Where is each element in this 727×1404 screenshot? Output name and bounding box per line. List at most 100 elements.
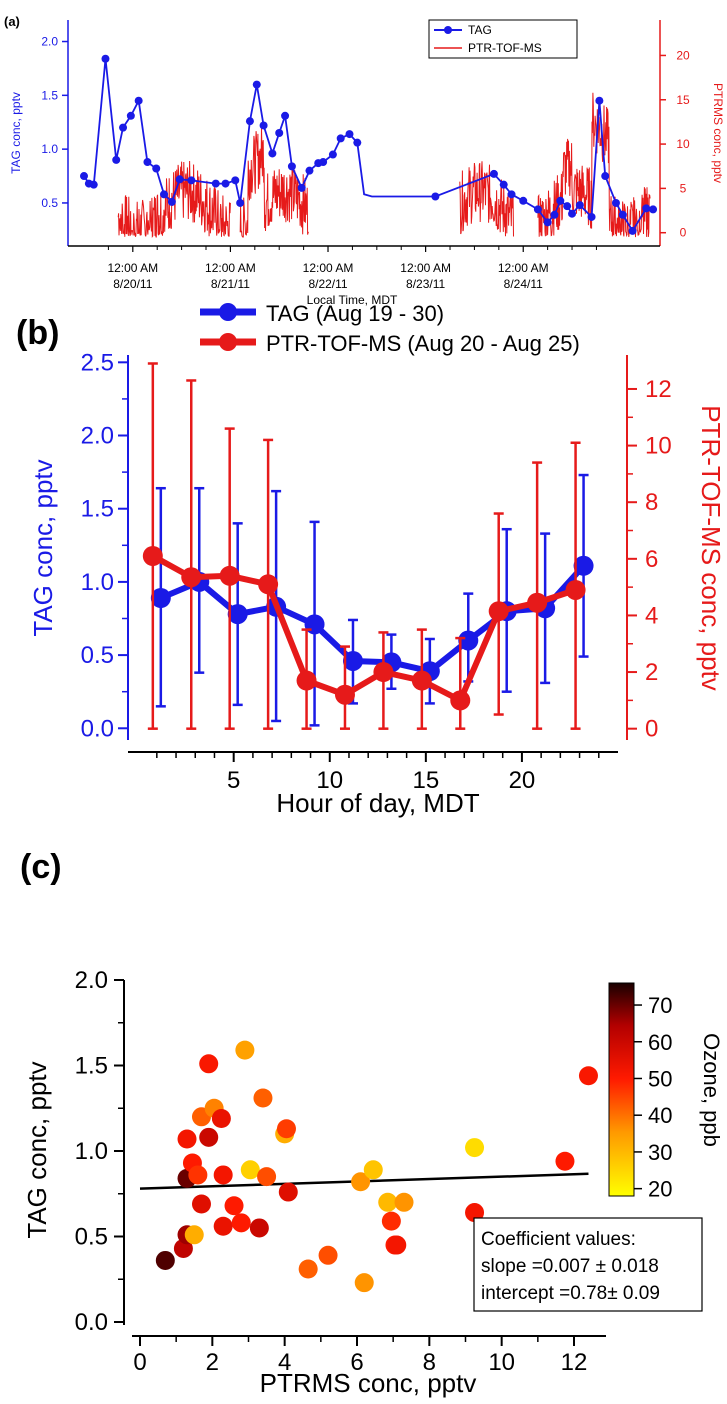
panel-c-point [240, 1160, 260, 1180]
panel-b-x-tick-label: 5 [227, 767, 240, 794]
panel-a-ylabel-right: PTRMS conc, pptv [711, 83, 725, 183]
panel-a-x-tick-time: 12:00 AM [498, 261, 549, 275]
panel-a-tag-marker [236, 198, 245, 207]
panel-a-tag-marker [89, 180, 98, 189]
panel-b-tag-marker [458, 630, 479, 651]
panel-c-colorbar-ticks: 20 30 40 50 60 70 [634, 993, 672, 1202]
panel-c-point [253, 1088, 273, 1108]
panel-a-tag-marker [252, 80, 261, 89]
panel-a-tag-marker [143, 158, 152, 167]
panel-c-point [465, 1203, 485, 1223]
panel-c-x-tick-label: 12 [561, 1349, 588, 1376]
panel-a-right-tick-label: 20 [676, 48, 690, 62]
panel-a-x-tick-date: 8/20/11 [113, 277, 152, 291]
panel-a-tag-marker [80, 172, 88, 181]
panel-a-tag-marker [489, 169, 498, 178]
panel-c-point [211, 1109, 231, 1129]
panel-a-tag-marker [507, 190, 516, 199]
panel-b-ptr-marker [565, 579, 586, 600]
panel-b-ptr-marker [296, 670, 317, 691]
panel-a-ylabel-left: TAG conc, pptv [9, 92, 23, 174]
panel-b-tag-series [150, 473, 594, 727]
panel-c-x-tick-label: 0 [133, 1349, 146, 1376]
panel-a-tag-marker [259, 121, 268, 130]
panel-a-x-tick-time: 12:00 AM [107, 261, 158, 275]
panel-a-left-tick-label: 1.0 [41, 142, 58, 156]
panel-a-ptr-trace [117, 160, 231, 238]
panel-b-ylabel-left: TAG conc, pptv [28, 459, 58, 636]
panel-a-tag-marker [268, 149, 277, 158]
panel-b-tag-marker [227, 604, 248, 625]
panel-a-tag-marker [563, 202, 572, 211]
panel-a-tag-marker [336, 134, 345, 143]
panel-b-left-tick-label: 1.0 [81, 569, 114, 596]
panel-a-x-tick-time: 12:00 AM [400, 261, 451, 275]
panel-c-point [213, 1165, 233, 1185]
panel-c-point [257, 1167, 277, 1187]
panel-a-tag-marker [187, 176, 196, 185]
panel-a-tag-marker [297, 183, 306, 192]
panel-c-y-tick-label: 1.5 [75, 1053, 108, 1080]
panel-c-point [465, 1138, 485, 1158]
panel-c-x-tick-label: 4 [278, 1349, 291, 1376]
panel-c-point [351, 1172, 371, 1192]
panel-c-x-tick-label: 6 [350, 1349, 363, 1376]
panel-a-tag-marker [519, 196, 528, 205]
panel-a-right-tick-label: 10 [676, 137, 690, 151]
panel-a-x-tick-time: 12:00 AM [205, 261, 256, 275]
panel-a-tag-marker [134, 96, 143, 105]
panel-b-right-tick-label: 12 [645, 376, 672, 403]
panel-a: (a) 0.5 1.0 1.5 2.0 0 5 10 15 20 12:00 AM 8/20/1… [4, 14, 725, 307]
panel-c-colorbar-label: Ozone, ppb [699, 1033, 724, 1147]
panel-c-ylabel: TAG conc, pptv [22, 1061, 52, 1238]
panel-c-colorbar-tick-label: 70 [648, 993, 672, 1018]
panel-a-ptr-series [117, 92, 651, 238]
panel-a-right-tick-label: 15 [676, 93, 690, 107]
panel-b-left-tick-label: 2.5 [81, 349, 114, 376]
panel-b-left-tick-label: 0.5 [81, 642, 114, 669]
panel-b-ptr-marker [450, 690, 471, 711]
panel-c-x-tick-label: 10 [488, 1349, 515, 1376]
panel-a-tag-marker [431, 192, 440, 201]
panel-c-colorbar-bar [608, 982, 635, 1197]
panel-b-ptr-marker [219, 565, 240, 586]
panel-a-tag-marker [101, 54, 110, 63]
panel-c-point [378, 1192, 398, 1212]
panel-c-y-tick-label: 1.0 [75, 1138, 108, 1165]
panel-b-right-tick-label: 0 [645, 716, 658, 743]
panel-a-tag-marker [611, 198, 620, 207]
panel-b-x-tick-label: 10 [316, 767, 343, 794]
panel-b-x-tick-label: 15 [412, 767, 439, 794]
panel-a-tag-marker [119, 123, 128, 132]
panel-c-y-tick-label: 2.0 [75, 967, 108, 994]
panel-a-tag-marker [595, 96, 604, 105]
panel-b-right-tick-label: 2 [645, 659, 658, 686]
panel-a-x-tick-date: 8/22/11 [308, 277, 347, 291]
panel-c-y-ticks: 0.0 0.5 1.0 1.5 2.0 [75, 967, 124, 1336]
panel-b: (b) 0.0 0.5 1.0 1.5 2.0 2.5 0 2 4 6 8 10 12 5 10 15 20… [16, 301, 726, 818]
panel-c-coefficient-intercept: intercept =0.78± 0.09 [481, 1283, 660, 1304]
panel-b-xlabel: Hour of day, MDT [276, 788, 479, 818]
panel-a-tag-marker [543, 218, 552, 227]
panel-c-point [188, 1165, 208, 1185]
panel-b-tag-marker [150, 588, 171, 609]
panel-a-tag-marker [281, 111, 290, 120]
panel-b-ptr-marker [181, 567, 202, 588]
panel-c-point [354, 1273, 374, 1293]
panel-a-x-tick-time: 12:00 AM [303, 261, 354, 275]
panel-a-ptr-trace [239, 127, 309, 238]
panel-a-x-tick-date: 8/21/11 [211, 277, 250, 291]
panel-b-legend: TAG (Aug 19 - 30) PTR-TOF-MS (Aug 20 - A… [200, 301, 580, 356]
panel-a-legend-box [428, 19, 578, 59]
panel-c-colorbar: 20 30 40 50 60 70 Ozone, ppb [608, 982, 724, 1202]
panel-c-point [177, 1129, 197, 1149]
panel-a-xlabel: Local Time, MDT [307, 293, 398, 307]
panel-c-colorbar-tick-label: 30 [648, 1140, 672, 1165]
panel-a-label: (a) [4, 14, 20, 29]
panel-a-left-tick-label: 2.0 [41, 35, 58, 49]
panel-c-point [387, 1235, 407, 1255]
panel-a-tag-marker [550, 210, 559, 219]
panel-c-coefficient-frame [473, 1217, 703, 1312]
panel-c-colorbar-tick-label: 60 [648, 1030, 672, 1055]
panel-c-point [184, 1225, 204, 1245]
